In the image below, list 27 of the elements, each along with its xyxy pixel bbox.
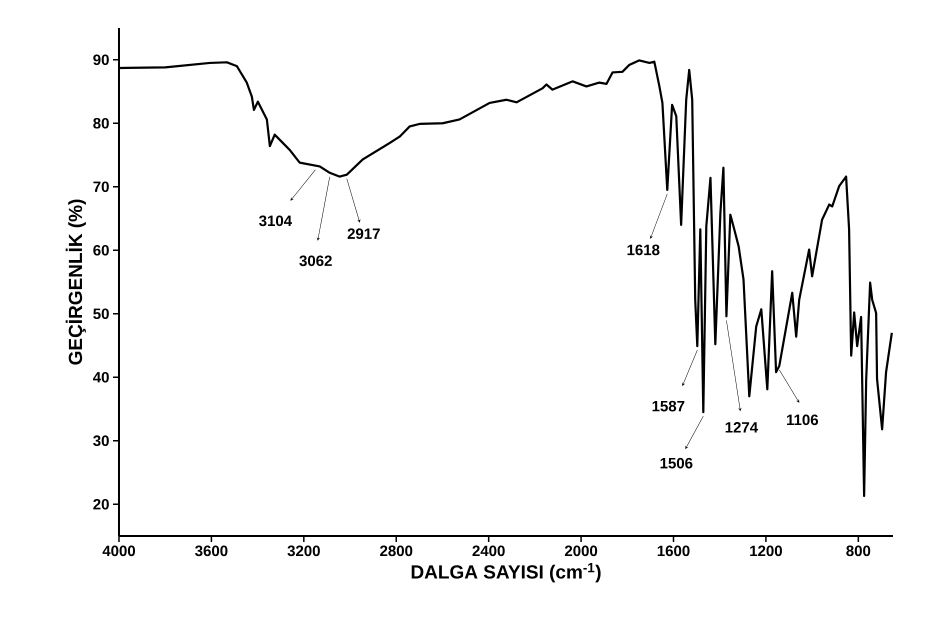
annotation: 3104 [259,215,292,226]
x-axis-title: DALGA SAYISI (cm$^{-1}$) [412,563,601,582]
annotation: 1587 [652,400,684,412]
y-tick-label: 90 [93,54,109,66]
annotation: 2917 [348,228,380,239]
annotation: 1274 [726,422,758,433]
annotation: 1618 [628,244,660,256]
x-tick-label: 4000 [102,546,136,556]
x-tick-label: 3600 [195,546,228,556]
y-tick-label: 70 [93,181,109,192]
y-tick-label: 50 [93,308,109,320]
annotation: 1506 [660,458,692,468]
annotation: 3062 [299,255,332,266]
x-tick-label: 1200 [750,546,782,556]
x-tick-label: 1600 [658,546,690,556]
y-axis-title: GEÇİRGENLİK (%) [66,200,86,365]
y-tick-label: 80 [93,118,109,129]
x-tick-label: 2000 [564,546,598,556]
x-tick-label: 3200 [287,546,320,556]
y-tick-label: 30 [93,435,109,446]
y-tick-label: 40 [92,372,109,383]
x-tick-label: 2800 [380,546,412,556]
y-tick-label: 20 [93,498,109,510]
x-tick-label: 2400 [472,546,505,556]
y-tick-label: 60 [93,244,109,256]
annotation: 1106 [786,414,818,426]
x-tick-label: 800 [846,546,870,556]
